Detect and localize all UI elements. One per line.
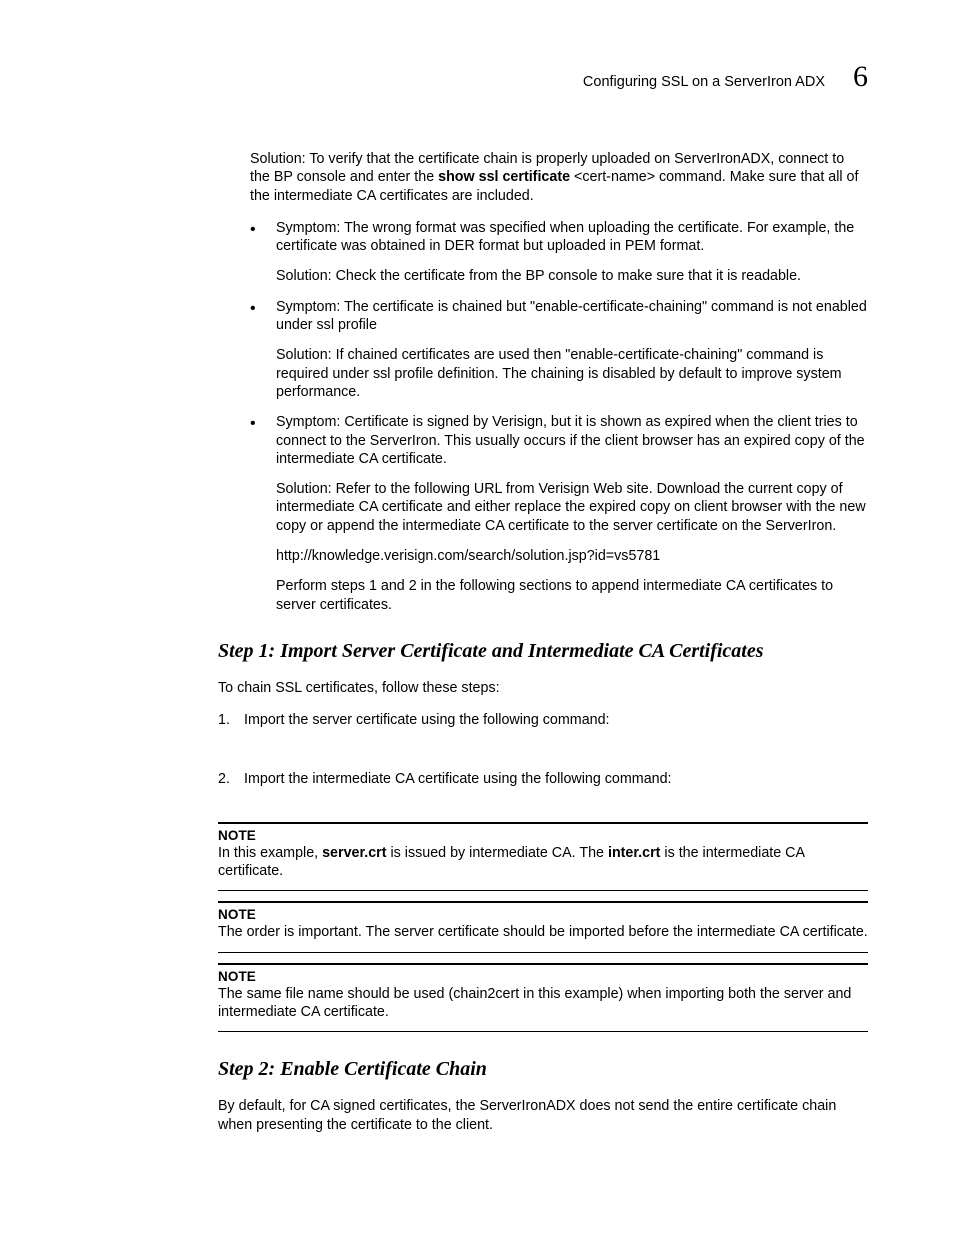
intro-solution-block: Solution: To verify that the certificate… xyxy=(250,150,868,205)
bullet-follow: Perform steps 1 and 2 in the following s… xyxy=(276,577,868,614)
bullet-symptom: Symptom: Certificate is signed by Verisi… xyxy=(276,413,868,468)
note-text: The same file name should be used (chain… xyxy=(218,985,868,1022)
note-block: NOTE The same file name should be used (… xyxy=(218,963,868,1033)
note-bold-1: server.crt xyxy=(322,845,386,861)
note-mid: is issued by intermediate CA. The xyxy=(387,845,608,861)
bullet-solution: Solution: Check the certificate from the… xyxy=(276,267,868,285)
list-item: 1. Import the server certificate using t… xyxy=(218,711,868,729)
step1-intro: To chain SSL certificates, follow these … xyxy=(218,679,868,697)
bullet-symptom: Symptom: The certificate is chained but … xyxy=(276,298,868,335)
bullet-dot-icon: • xyxy=(250,416,256,432)
list-item: 2. Import the intermediate CA certificat… xyxy=(218,770,868,788)
list-number: 2. xyxy=(218,770,230,788)
note-label: NOTE xyxy=(218,969,868,984)
note-text: In this example, server.crt is issued by… xyxy=(218,844,868,881)
bullet-item: • Symptom: Certificate is signed by Veri… xyxy=(250,413,868,614)
note-text: The order is important. The server certi… xyxy=(218,923,868,941)
bullet-url: http://knowledge.verisign.com/search/sol… xyxy=(276,547,868,565)
note-block: NOTE In this example, server.crt is issu… xyxy=(218,822,868,892)
intro-bold-cmd: show ssl certificate xyxy=(438,169,570,185)
bullet-symptom: Symptom: The wrong format was specified … xyxy=(276,219,868,256)
step1-list: 1. Import the server certificate using t… xyxy=(218,711,868,788)
list-text: Import the intermediate CA certificate u… xyxy=(244,771,672,787)
note-label: NOTE xyxy=(218,828,868,843)
step2-heading: Step 2: Enable Certificate Chain xyxy=(218,1058,868,1081)
header-title: Configuring SSL on a ServerIron ADX xyxy=(583,74,825,90)
bullet-item: • Symptom: The wrong format was specifie… xyxy=(250,219,868,286)
list-number: 1. xyxy=(218,711,230,729)
page-header: Configuring SSL on a ServerIron ADX 6 xyxy=(80,60,874,94)
bullet-solution: Solution: Refer to the following URL fro… xyxy=(276,480,868,535)
note-pre: In this example, xyxy=(218,845,322,861)
bullet-dot-icon: • xyxy=(250,222,256,238)
note-label: NOTE xyxy=(218,907,868,922)
note-block: NOTE The order is important. The server … xyxy=(218,901,868,952)
list-text: Import the server certificate using the … xyxy=(244,712,610,728)
bullet-solution: Solution: If chained certificates are us… xyxy=(276,346,868,401)
note-bold-2: inter.crt xyxy=(608,845,660,861)
bullet-item: • Symptom: The certificate is chained bu… xyxy=(250,298,868,401)
step2-intro: By default, for CA signed certificates, … xyxy=(218,1097,868,1134)
page: Configuring SSL on a ServerIron ADX 6 So… xyxy=(0,0,954,1235)
bullet-dot-icon: • xyxy=(250,301,256,317)
intro-solution-para: Solution: To verify that the certificate… xyxy=(250,150,868,205)
header-chapter-number: 6 xyxy=(853,60,868,94)
step1-heading: Step 1: Import Server Certificate and In… xyxy=(218,640,868,663)
